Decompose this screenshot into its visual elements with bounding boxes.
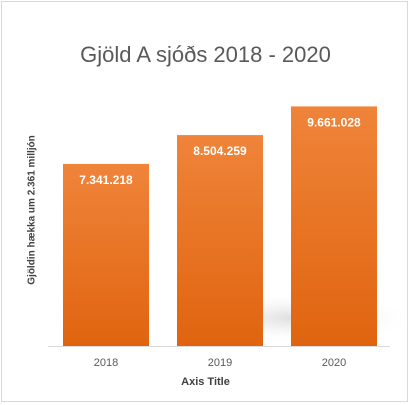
x-axis-title: Axis Title — [181, 376, 230, 388]
x-tick-label-2018: 2018 — [94, 357, 118, 369]
data-label-2020: 9.661.028 — [307, 115, 361, 129]
bar-2020 — [291, 106, 377, 346]
x-tick-label-2019: 2019 — [208, 357, 232, 369]
x-tick-label-2020: 2020 — [322, 357, 346, 369]
chart-title: Gjöld A sjóðs 2018 - 2020 — [80, 42, 331, 67]
data-label-2018: 7.341.218 — [79, 173, 133, 187]
data-label-2019: 8.504.259 — [193, 144, 247, 158]
bar-2019 — [177, 135, 263, 346]
bar-2018 — [63, 163, 149, 346]
